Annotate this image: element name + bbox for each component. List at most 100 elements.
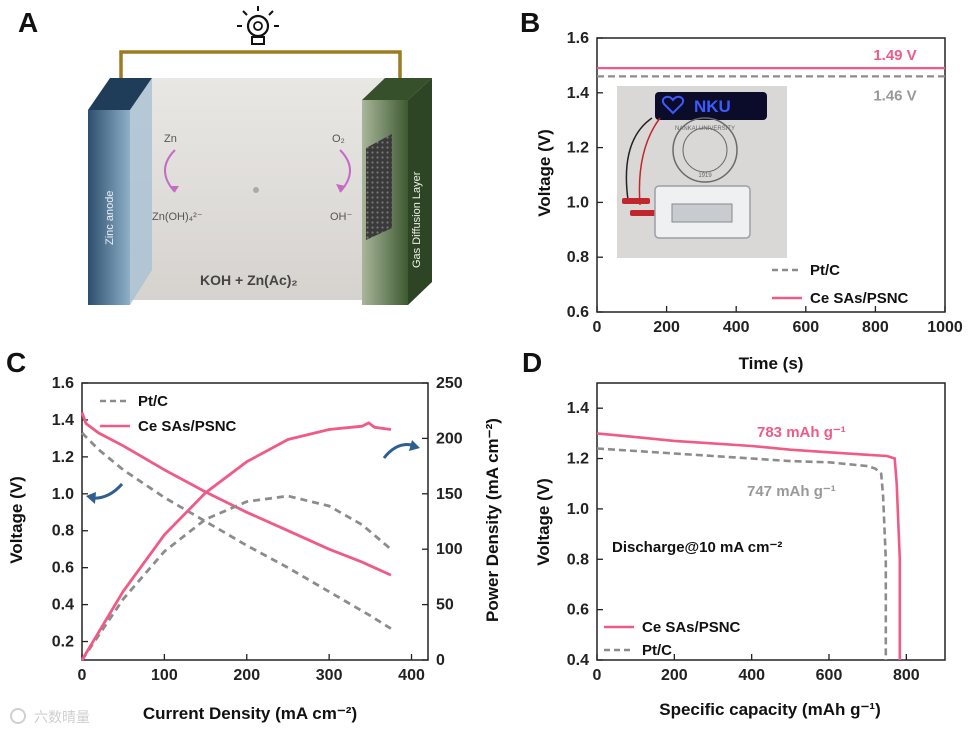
chart-b-ytick-label: 0.6: [567, 304, 589, 321]
red-clip-2: [630, 210, 656, 216]
chart-b-xtick-label: 400: [723, 319, 750, 336]
chart-d-xtick-label: 400: [738, 667, 765, 684]
panel-d-letter: D: [522, 347, 542, 378]
o2-label: O₂: [332, 133, 345, 145]
chart-b-value-label: 1.49 V: [873, 47, 916, 64]
chart-d-xtick-label: 200: [661, 667, 688, 684]
chart-b-ytick-label: 1.4: [567, 85, 589, 102]
zincate-label: Zn(OH)₄²⁻: [152, 211, 203, 223]
chart-d-xtick-label: 600: [816, 667, 843, 684]
chart-d-plot-frame: [596, 382, 946, 661]
external-wire: [119, 50, 402, 98]
chart-d-capacity-label: 783 mAh g⁻¹: [757, 424, 846, 441]
chart-c-ytick-label: 0.6: [52, 560, 74, 577]
panel-b-letter: B: [520, 7, 540, 38]
chart-c-right-ytick-label: 50: [436, 597, 454, 614]
oh-label: OH⁻: [330, 211, 353, 223]
chart-d: 0 200 400 600 800 0.4 0.6 0.8 1.0 1.2 1.4 Discharge…: [567, 382, 946, 684]
chart-c-legend-label: Ce SAs/PSNC: [138, 418, 237, 435]
chart-c-ytick-label: 1.2: [52, 449, 74, 466]
chart-b-xtick-label: 1000: [927, 319, 963, 336]
chart-c-right-ytick-label: 200: [436, 430, 463, 447]
zinc-anode-label: Zinc anode: [104, 191, 116, 245]
chart-b-ytick-label: 0.8: [567, 249, 589, 266]
zinc-anode: [88, 110, 130, 305]
cathode-reaction-arrowhead: [336, 184, 346, 192]
red-clip: [622, 198, 650, 204]
panel-b: B Voltage (V) Time (s) NKU NANKAI UNIVER…: [520, 7, 963, 373]
chart-d-ytick-label: 0.8: [567, 551, 589, 568]
inset-photo: NKU NANKAI UNIVERSITY 1919: [617, 86, 787, 258]
chart-c-voltage-curve: [80, 412, 392, 577]
gdl-side: [408, 78, 432, 305]
chart-c-xtick-label: 100: [151, 667, 178, 684]
right-axis-arrowhead: [409, 440, 420, 451]
chart-b-xtick-label: 600: [792, 319, 819, 336]
university-seal: [672, 117, 738, 183]
center-dot: [253, 187, 259, 193]
seal-text: NANKAI UNIVERSITY: [675, 126, 735, 132]
panel-a: A Zinc anode Gas Diffusion Layer Zn: [18, 6, 432, 305]
chart-c-legend-label: Pt/C: [138, 393, 168, 410]
catalyst-mesh: [366, 134, 392, 240]
battery-core: [671, 203, 733, 223]
chart-b: 0 200 400 600 800 1000 0.6 0.8 1.0 1.2 1.4 1.6 1.49 …: [567, 30, 963, 336]
chart-d-condition-label: Discharge@10 mA cm⁻²: [612, 539, 782, 556]
chart-c: 0 100 200 300 400 0.2 0.4 0.6 0.8 1.0 1.2 1.4 1.6 0 50…: [52, 375, 463, 684]
chart-b-ytick-label: 1.2: [567, 140, 589, 157]
chart-d-discharge-curve: [596, 447, 888, 660]
left-axis-arrowhead: [86, 492, 96, 504]
lightbulb-icon: [237, 6, 279, 45]
chart-b-xtick-label: 0: [593, 319, 602, 336]
seal-inner-ring: [682, 127, 728, 173]
watermark-text: 六数晴量: [34, 710, 90, 726]
chart-c-right-ytick-label: 150: [436, 486, 463, 503]
panel-b-ylabel: Voltage (V): [535, 129, 554, 217]
led-text: NKU: [694, 97, 731, 116]
chart-d-xtick-label: 800: [893, 667, 920, 684]
chart-b-value-label: 1.46 V: [873, 87, 916, 104]
anode-reaction-arrowhead: [169, 186, 179, 192]
chart-d-xtick-label: 0: [593, 667, 602, 684]
watermark-logo-icon: [10, 708, 26, 724]
chart-c-power-curve: [80, 421, 392, 661]
chart-c-right-ytick-label: 0: [436, 652, 445, 669]
black-wire: [625, 117, 653, 201]
heart-icon: [661, 95, 685, 115]
chart-c-right-ytick-label: 250: [436, 375, 463, 392]
panel-a-letter: A: [18, 7, 38, 38]
chart-b-legend-label: Ce SAs/PSNC: [810, 290, 909, 307]
chart-b-ytick-label: 1.6: [567, 30, 589, 47]
chart-b-plot-frame: [596, 37, 946, 313]
panel-c-xlabel: Current Density (mA cm⁻²): [143, 704, 357, 723]
chart-d-ytick-label: 1.4: [567, 400, 589, 417]
gdl-top: [362, 78, 432, 100]
panel-c-y2label: Power Density (mA cm⁻²): [483, 418, 502, 622]
chart-d-capacity-label: 747 mAh g⁻¹: [747, 483, 836, 500]
chart-c-power-curve: [80, 494, 392, 661]
panel-d-xlabel: Specific capacity (mAh g⁻¹): [659, 700, 881, 719]
anode-side: [130, 78, 152, 305]
chart-c-ytick-label: 1.4: [52, 412, 74, 429]
chart-c-xtick-label: 200: [233, 667, 260, 684]
panel-c-letter: C: [6, 347, 26, 378]
chart-b-xtick-label: 800: [862, 319, 889, 336]
chart-d-ytick-label: 0.4: [567, 652, 589, 669]
chart-c-ytick-label: 0.8: [52, 523, 74, 540]
cell-body: [110, 78, 410, 300]
chart-d-ytick-label: 1.2: [567, 451, 589, 468]
zn-label: Zn: [164, 133, 177, 145]
chart-c-ytick-label: 1.6: [52, 375, 74, 392]
chart-c-xtick-label: 0: [78, 667, 87, 684]
seal-year: 1919: [698, 173, 712, 179]
gdl-label: Gas Diffusion Layer: [411, 171, 423, 268]
red-wire: [638, 117, 661, 206]
chart-c-xtick-label: 400: [398, 667, 425, 684]
chart-c-ytick-label: 0.4: [52, 597, 74, 614]
panel-c: C Voltage (V) Power Density (mA cm⁻²) Cu…: [6, 347, 502, 723]
watermark: 六数晴量: [10, 708, 90, 726]
anode-top: [88, 78, 152, 110]
chart-c-xtick-label: 300: [316, 667, 343, 684]
chart-d-ytick-label: 0.6: [567, 602, 589, 619]
